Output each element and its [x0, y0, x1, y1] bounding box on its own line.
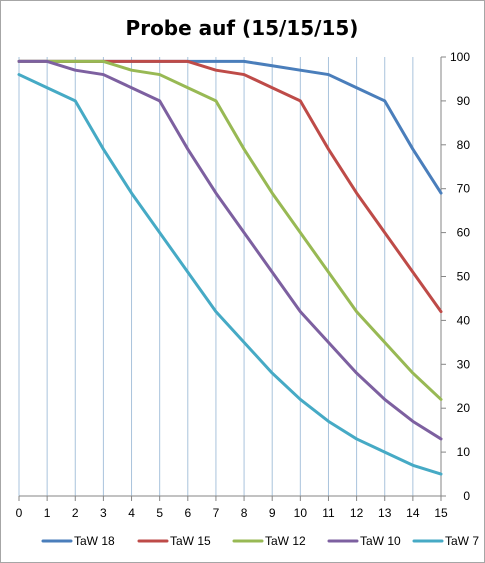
x-tick-label: 1 [44, 506, 51, 520]
axes [18, 56, 446, 501]
series-line-taw-7 [17, 73, 443, 476]
legend-label: TaW 12 [265, 534, 306, 548]
grid-lines [18, 57, 442, 496]
y-tick-label: 60 [457, 226, 471, 240]
x-tick-label: 13 [378, 506, 392, 520]
y-tick-label: 20 [457, 401, 471, 415]
y-tick-label: 50 [457, 270, 471, 284]
chart-title: Probe auf (15/15/15) [126, 16, 359, 40]
x-tick-label: 10 [294, 506, 308, 520]
x-tick-label: 12 [350, 506, 364, 520]
y-tick-labels: 0 10 20 30 40 50 60 70 80 90 100 [450, 50, 470, 503]
legend-label: TaW 18 [74, 534, 115, 548]
x-tick-label: 0 [16, 506, 23, 520]
series-line-taw-12 [17, 59, 443, 401]
y-tick-label: 80 [457, 138, 471, 152]
y-tick-label: 40 [457, 313, 471, 327]
x-tick-label: 8 [241, 506, 248, 520]
x-tick-label: 14 [406, 506, 420, 520]
x-tick-label: 6 [184, 506, 191, 520]
series-lines [17, 59, 443, 476]
series-line-taw-10 [17, 59, 443, 441]
y-tick-label: 0 [463, 489, 470, 503]
legend: TaW 18 TaW 15 TaW 12 TaW 10 TaW 7 [41, 534, 479, 548]
y-tick-label: 30 [457, 357, 471, 371]
y-tick-label: 90 [457, 94, 471, 108]
legend-label: TaW 10 [360, 534, 401, 548]
x-tick-label: 7 [213, 506, 220, 520]
x-tick-label: 15 [434, 506, 448, 520]
y-tick-label: 100 [450, 50, 470, 64]
y-tick-label: 10 [457, 445, 471, 459]
x-tick-label: 4 [128, 506, 135, 520]
x-tick-labels: 0 1 2 3 4 5 6 7 8 9 10 11 12 13 14 15 [16, 506, 448, 520]
x-tick-label: 3 [100, 506, 107, 520]
legend-label: TaW 15 [170, 534, 211, 548]
x-tick-label: 2 [72, 506, 79, 520]
legend-label: TaW 7 [445, 534, 479, 548]
x-tick-label: 9 [269, 506, 276, 520]
x-tick-label: 5 [156, 506, 163, 520]
y-tick-label: 70 [457, 182, 471, 196]
x-tick-label: 11 [322, 506, 335, 520]
